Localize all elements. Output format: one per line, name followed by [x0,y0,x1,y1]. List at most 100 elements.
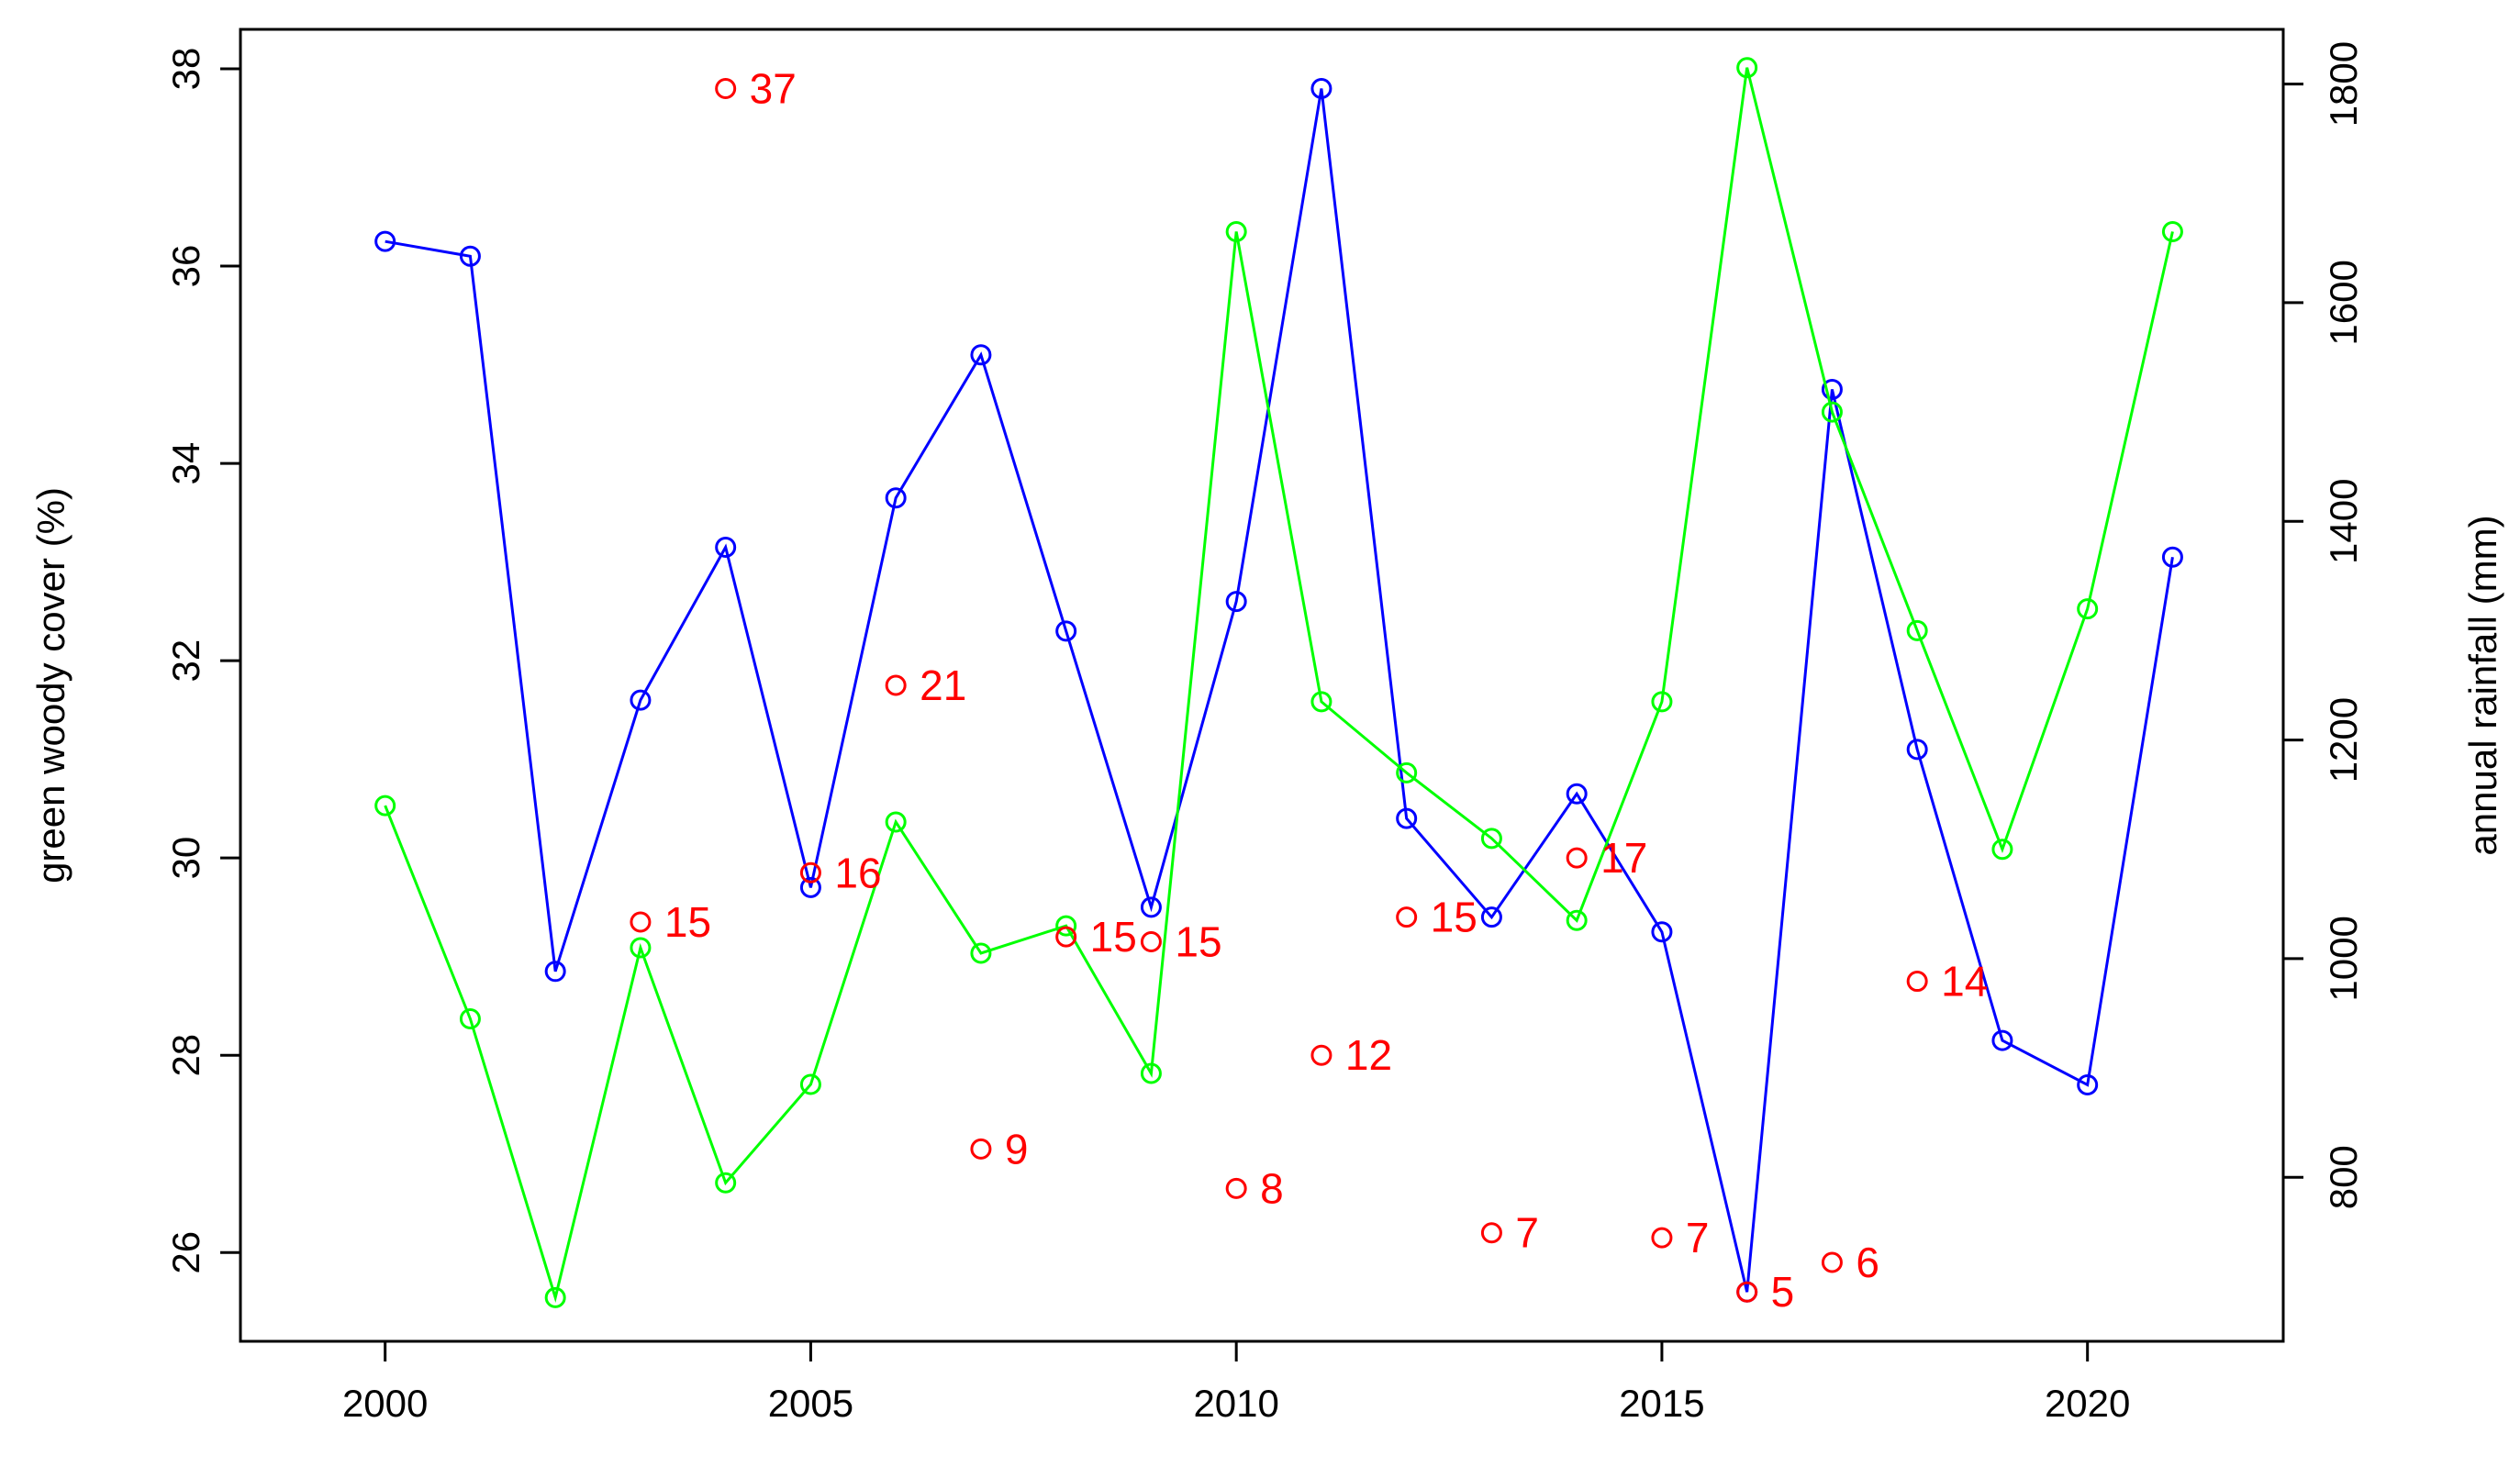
series-1-point [1906,739,1928,761]
series-1-point [1310,78,1332,100]
series-line-2 [384,67,2174,1304]
annotation-label: 16 [834,849,881,896]
series-line-1 [385,88,2174,1293]
x-tick-label: 2000 [342,1382,428,1425]
x-tick-label: 2005 [768,1382,853,1425]
x-tick-label: 2010 [1193,1382,1278,1425]
y-left-tick-label: 34 [164,442,207,485]
annotation-point [1140,931,1162,953]
annotation-point [1906,971,1928,993]
y-right-tick-label: 1400 [2322,479,2365,564]
series-1-point [970,344,992,366]
annotation-label: 15 [1431,894,1477,941]
annotation-label: 7 [1686,1214,1710,1261]
annotation-point [1396,906,1418,928]
series-layer [374,57,2183,1308]
series-2-point [1225,220,1247,242]
series-2-point [1736,57,1758,79]
annotation-point [1821,1251,1843,1273]
x-tick-label: 2015 [1619,1382,1704,1425]
series-2-point [459,1007,481,1029]
annotation-label: 21 [920,661,966,709]
series-2-point [1906,619,1928,641]
y-left-tick-label: 36 [164,245,207,288]
y-left-tick-label: 26 [164,1231,207,1274]
annotation-label: 5 [1771,1268,1795,1316]
y-left-axis: 26 28 30 32 34 36 38 [164,48,242,1274]
annotation-point [630,911,652,933]
series-2-point [374,795,396,817]
series-1-point [1140,896,1162,918]
y-left-axis-title: green woody cover (%) [29,487,72,883]
x-axis: 2000 2005 2010 2015 2020 [342,1339,2130,1425]
annotation-label: 15 [1090,913,1137,961]
annotation-point [1566,847,1588,869]
y-right-axis-title: annual rainfall (mm) [2461,515,2504,855]
y-left-tick-label: 28 [164,1034,207,1077]
annotation-label: 37 [750,65,797,113]
annotation-label: 8 [1260,1164,1284,1212]
y-right-tick-label: 1800 [2322,41,2365,127]
series-1-point [1055,620,1077,642]
y-right-tick-label: 1000 [2322,916,2365,1001]
annotation-point [799,861,821,883]
annotation-label: 9 [1005,1125,1029,1172]
y-left-tick-label: 32 [164,639,207,683]
annotation-point [885,674,907,696]
annotation-point [1651,1227,1673,1249]
y-right-tick-label: 1200 [2322,697,2365,783]
series-2-point [715,1172,737,1194]
series-1-point [1991,1029,2013,1051]
annotation-point [970,1138,992,1160]
series-1-point [1225,591,1247,613]
series-2-point [1566,909,1588,931]
annotation-point [1480,1222,1502,1244]
series-2-point [2077,598,2099,620]
series-1-point [630,689,652,711]
series-1-point [1480,906,1502,928]
series-2-point [1310,691,1332,713]
y-right-axis: 800 1000 1200 1400 1600 1800 [2281,41,2365,1209]
series-1-point [885,487,907,509]
series-2-point [630,937,652,959]
plot-frame [239,28,2285,1343]
series-2-point [1651,691,1673,713]
series-1-point [544,961,566,983]
y-right-tick-label: 1600 [2322,260,2365,345]
annotation-label: 17 [1600,834,1647,882]
y-right-tick-label: 800 [2322,1145,2365,1209]
annotation-layer: 15 37 16 21 9 15 15 8 12 15 7 17 7 5 6 14 [630,65,1988,1316]
annotation-point [715,78,737,100]
series-2-point [970,942,992,964]
y-left-tick-label: 30 [164,837,207,880]
series-2-point [1055,915,1077,937]
series-1-point [1821,378,1843,400]
series-1-point [1396,807,1418,829]
series-1-point [2161,546,2183,568]
x-tick-label: 2020 [2045,1382,2130,1425]
y-left-tick-label: 38 [164,48,207,91]
series-2-point [2161,220,2183,242]
series-1-point [1566,783,1588,805]
series-1-point [715,536,737,558]
annotation-label: 12 [1345,1031,1392,1079]
annotation-point [1225,1177,1247,1199]
series-1-point [799,876,821,898]
series-1-point [2077,1073,2099,1095]
series-2-point [885,811,907,833]
series-2-point [1821,401,1843,423]
series-2-point [1140,1062,1162,1084]
series-2-point [799,1073,821,1095]
annotation-point [1055,926,1077,948]
annotation-label: 6 [1856,1239,1879,1286]
annotation-point [1310,1044,1332,1066]
annotation-label: 14 [1941,958,1988,1006]
series-2-point [1480,828,1502,850]
annotation-label: 15 [664,898,711,946]
series-1-point [374,230,396,252]
annotation-label: 7 [1515,1209,1539,1257]
series-2-point [544,1286,566,1308]
series-1-point [459,245,481,267]
annotation-label: 15 [1175,918,1221,966]
